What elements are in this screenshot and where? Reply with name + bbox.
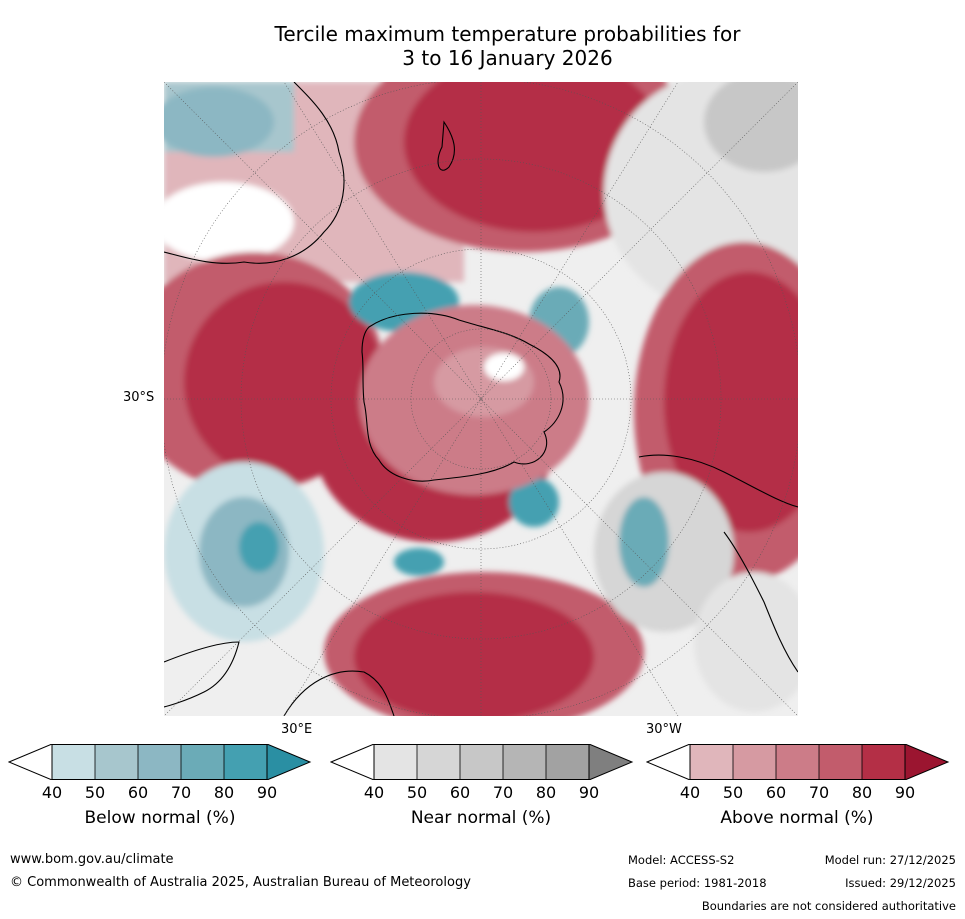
legend-above-tick: 50 [722, 783, 744, 802]
title-line-2: 3 to 16 January 2026 [402, 46, 613, 70]
region-below-ant-se [509, 477, 559, 527]
legend-above-frame [689, 744, 906, 780]
legend-above-tick: 90 [894, 783, 916, 802]
legend-near-bin-70 [503, 744, 546, 780]
legend-above-arrow-low [645, 743, 691, 781]
legend-near-tick: 60 [449, 783, 471, 802]
legend-near-normal-bar [329, 743, 634, 781]
footer-url[interactable]: www.bom.gov.au/climate [10, 852, 174, 867]
lon-label-30e: 30°E [281, 722, 313, 737]
legend-above-bin-60 [776, 744, 819, 780]
region-antarctica-core [434, 347, 534, 417]
probability-map [164, 82, 798, 716]
region-normal-w [164, 182, 294, 262]
legend-below-tick: 50 [84, 783, 106, 802]
new-zealand-coast [437, 120, 455, 171]
graticule-line-diag-1 [164, 82, 798, 716]
legend-near-frame [373, 744, 590, 780]
region-above-e-core [664, 272, 798, 532]
region-antarctica-normal [484, 353, 524, 381]
legend-near-title: Near normal (%) [410, 808, 552, 828]
africa-coast [164, 641, 240, 708]
graticule [164, 82, 798, 716]
legend-below-tick: 70 [170, 783, 192, 802]
lat-label-30s: 30°S [123, 390, 155, 405]
legend-below-tick: 80 [213, 783, 235, 802]
legend-near-bin-80 [546, 744, 589, 780]
region-below-nw-core [164, 87, 274, 157]
legend-above-tick: 60 [765, 783, 787, 802]
legend-below-tick: 90 [256, 783, 278, 802]
legend-near-dividers [416, 744, 547, 780]
region-above-n-core [404, 82, 664, 232]
legend-near-bin-60 [460, 744, 503, 780]
legend-below-tick: 60 [127, 783, 149, 802]
legend-near-arrow-low [329, 743, 375, 781]
legend-above-dividers [732, 744, 863, 780]
footer-model-run: Model run: 27/12/2025 [824, 853, 956, 867]
legend-above-tick: 40 [679, 783, 701, 802]
footer-issued: Issued: 29/12/2025 [845, 876, 956, 890]
region-near-ne-core [704, 82, 798, 172]
title-line-1: Tercile maximum temperature probabilitie… [274, 22, 741, 46]
legend-above-bin-40 [690, 744, 733, 780]
footer-copyright: © Commonwealth of Australia 2025, Austra… [10, 875, 471, 890]
legend-below-bin-40 [52, 744, 95, 780]
legend-above-bin-70 [819, 744, 862, 780]
footer-disclaimer: Boundaries are not considered authoritat… [701, 899, 956, 913]
legend-above-tick: 80 [851, 783, 873, 802]
legend-below-tick: 40 [41, 783, 63, 802]
region-near-se-corner [694, 572, 798, 712]
legend-below-bin-60 [138, 744, 181, 780]
legend-above-title: Above normal (%) [720, 808, 874, 828]
legend-below-normal-bar [7, 743, 312, 781]
region-below-sw-peak [239, 522, 279, 572]
lon-label-30w: 30°W [646, 722, 682, 737]
legend-below-bin-70 [181, 744, 224, 780]
legend-near-tick: 70 [492, 783, 514, 802]
legend-below-normal [7, 743, 312, 784]
legend-near-arrow-high [588, 743, 634, 781]
legend-below-bin-50 [95, 744, 138, 780]
chart-title: Tercile maximum temperature probabilitie… [200, 22, 815, 70]
legend-below-bin-80 [224, 744, 267, 780]
legend-below-dividers [94, 744, 225, 780]
legend-near-tick: 80 [535, 783, 557, 802]
legend-above-normal-bar [645, 743, 950, 781]
graticule-line-diag-2 [164, 82, 798, 716]
coastlines [164, 82, 798, 716]
legend-near-tick: 40 [363, 783, 385, 802]
legend-above-bin-80 [862, 744, 905, 780]
region-below-ant-s [394, 548, 444, 576]
footer-model: Model: ACCESS-S2 [628, 853, 735, 867]
legend-near-bin-40 [374, 744, 417, 780]
legend-near-tick: 90 [578, 783, 600, 802]
graticule-circle-2 [330, 248, 632, 550]
legend-below-arrow-high [266, 743, 312, 781]
legend-below-title: Below normal (%) [84, 808, 236, 828]
legend-below-frame [51, 744, 268, 780]
legend-above-tick: 70 [808, 783, 830, 802]
legend-below-arrow-low [7, 743, 53, 781]
south-america-coast [638, 454, 798, 508]
legend-near-normal [329, 743, 634, 784]
footer-base-period: Base period: 1981-2018 [628, 876, 767, 890]
legend-above-bin-50 [733, 744, 776, 780]
legend-near-bin-50 [417, 744, 460, 780]
legend-above-arrow-high [904, 743, 950, 781]
region-above-s-core [354, 592, 594, 716]
map-svg [164, 82, 798, 716]
africa-south-coast [283, 670, 395, 716]
graticule-circle-3 [240, 158, 722, 640]
region-below-se [619, 497, 669, 587]
legend-above-normal [645, 743, 950, 784]
south-america-east-coast [723, 531, 798, 673]
australia-coast [164, 82, 345, 264]
legend-near-tick: 50 [406, 783, 428, 802]
